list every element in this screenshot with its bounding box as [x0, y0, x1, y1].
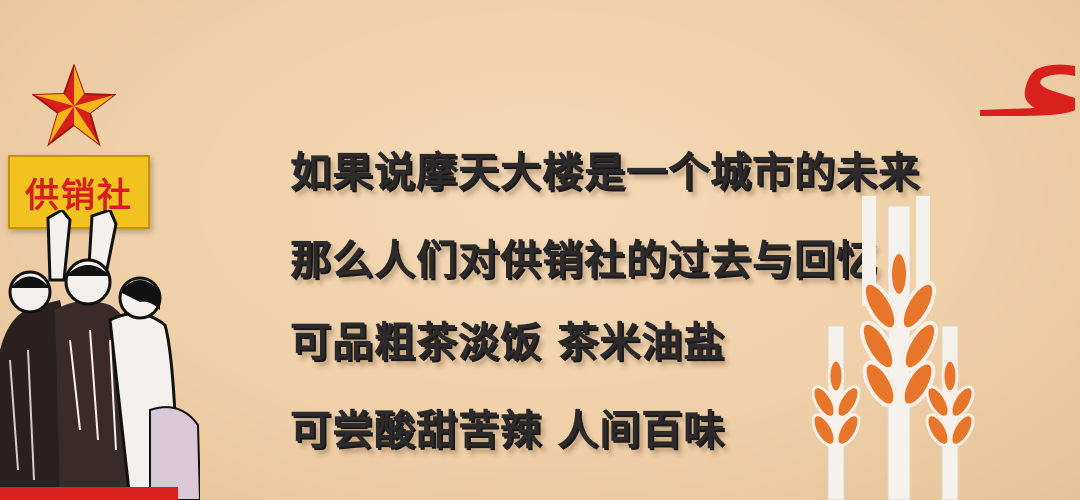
red-logo-fragment	[980, 64, 1075, 116]
poem-line-3: 可品粗茶淡饭 茶米油盐	[290, 318, 726, 366]
star-icon	[32, 64, 116, 147]
sign-label: 供销社	[25, 175, 133, 216]
poem-line-4: 可尝酸甜苦辣 人间百味	[290, 406, 726, 454]
red-base-strip	[0, 487, 178, 500]
poem-line-1: 如果说摩天大楼是一个城市的未来	[290, 148, 920, 196]
worker-figures-illustration	[0, 210, 200, 500]
co-op-sign: 供销社	[8, 155, 150, 229]
poem-line-2: 那么人们对供销社的过去与回忆	[290, 236, 878, 284]
wheat-decoration-icon	[812, 196, 975, 500]
